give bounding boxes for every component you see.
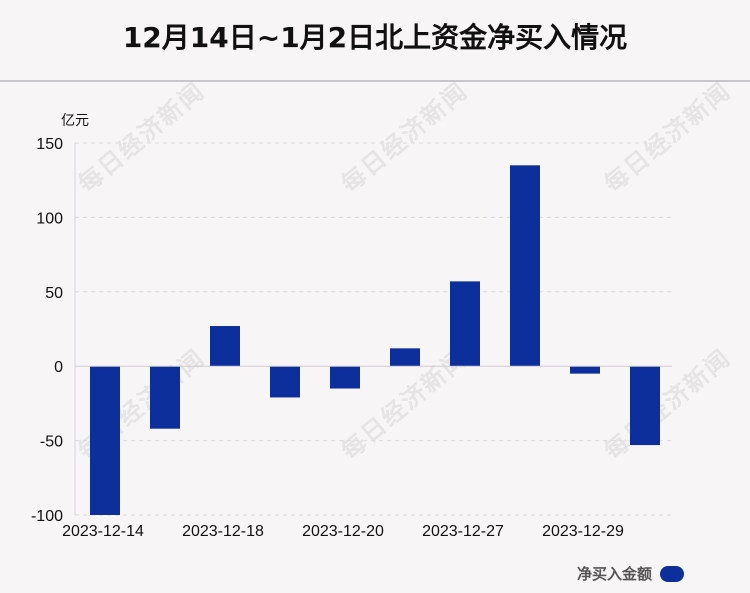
legend-label: 净买入金额 <box>576 565 652 583</box>
x-tick-label: 2023-12-20 <box>302 523 384 540</box>
bar <box>450 281 480 367</box>
bar <box>510 165 540 367</box>
y-tick-label: 100 <box>36 210 63 227</box>
title-divider <box>0 80 750 82</box>
bar <box>390 348 420 367</box>
bar <box>630 366 660 446</box>
legend: 净买入金额 <box>577 563 684 584</box>
y-tick-label: 0 <box>54 359 63 376</box>
chart-title: 12月14日~1月2日北上资金净买入情况 <box>122 21 628 54</box>
y-tick-label: 50 <box>45 285 63 302</box>
x-tick-label: 2023-12-18 <box>182 523 264 540</box>
bar <box>210 326 240 367</box>
x-tick-label: 2023-12-29 <box>542 523 624 540</box>
bar <box>330 366 360 389</box>
legend-swatch <box>660 565 684 582</box>
x-axis-ticks: 2023-12-14 2023-12-18 2023-12-20 2023-12-27… <box>62 523 624 540</box>
y-axis-ticks: 150 100 50 0 -50 -100 <box>31 136 63 525</box>
y-tick-label: -100 <box>31 508 63 525</box>
grid-lines <box>75 142 672 516</box>
bar <box>90 366 120 515</box>
x-tick-label: 2023-12-27 <box>422 523 504 540</box>
bar <box>570 366 600 374</box>
bar <box>150 366 180 429</box>
bar <box>270 366 300 398</box>
y-axis-unit-label: 亿元 <box>61 113 89 129</box>
bars <box>90 165 660 515</box>
y-tick-label: 150 <box>36 136 63 153</box>
y-tick-label: -50 <box>40 434 63 451</box>
x-tick-label: 2023-12-14 <box>62 523 144 540</box>
